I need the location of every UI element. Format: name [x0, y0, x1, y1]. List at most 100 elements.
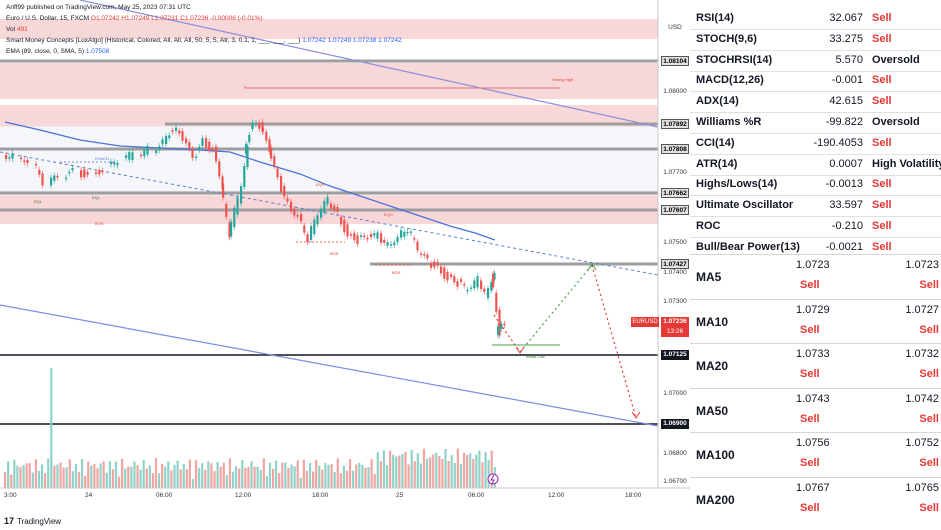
volume-info-line[interactable]: Vol 491 [6, 25, 28, 34]
volume-bar [478, 450, 481, 488]
volume-bar [330, 464, 333, 488]
volume-bar [244, 467, 247, 488]
oscillator-name: ATR(14) [696, 157, 738, 170]
volume-bar [142, 459, 145, 488]
moving-average-row: MA100 1.0756 Sell 1.0752 Sell [690, 432, 941, 478]
volume-bar [44, 473, 47, 488]
volume-bar [53, 465, 56, 488]
candle-body [296, 215, 299, 217]
oscillator-row: STOCH(9,6) 33.275 Sell [690, 29, 941, 51]
candle-body [386, 242, 389, 246]
lightning-icon[interactable] [487, 473, 499, 485]
ma-name: MA200 [696, 492, 735, 507]
candle-body [300, 214, 303, 222]
candle-body [262, 127, 265, 132]
volume-bar [253, 466, 256, 488]
volume-bar [425, 458, 429, 488]
ma-value-2: 1.0742 [905, 392, 939, 405]
candle-body [50, 177, 53, 186]
volume-bar [210, 463, 213, 488]
price-tick: 1.07400 [663, 269, 687, 276]
volume-bar [68, 459, 71, 488]
candle-body [280, 176, 283, 192]
smc-info-line[interactable]: Smart Money Concepts [LuxAlgo] (Historic… [6, 36, 402, 45]
candle-body [222, 183, 225, 198]
lightning-glyph [490, 474, 495, 485]
eqh-label: EQH [384, 212, 393, 217]
candle-body [5, 155, 8, 159]
volume-bar [105, 472, 108, 488]
candle-body [497, 326, 500, 336]
time-tick: 18:00 [625, 492, 642, 499]
candle-body [205, 138, 208, 149]
volume-bar [28, 463, 31, 488]
candle-body [326, 196, 329, 205]
candle-body [480, 280, 483, 289]
candle-body [175, 127, 178, 131]
candle-body [181, 130, 184, 141]
ma-value-1: 1.0756 [796, 437, 830, 449]
ma-signal-1: Sell [800, 323, 820, 336]
ma-name: MA5 [696, 270, 722, 284]
candle-body [373, 233, 376, 236]
candle-body [71, 168, 74, 171]
chart-canvas[interactable]: Strong High EQH EQH BOS BOS BOS CHoCH EQ… [0, 0, 690, 530]
tradingview-logo[interactable]: 17 TradingView [4, 516, 61, 526]
candle-body [483, 288, 486, 292]
volume-bar [194, 460, 198, 488]
candle-body [155, 150, 158, 154]
candle-body [423, 254, 426, 256]
candle-body [215, 146, 218, 162]
volume-bar [207, 461, 210, 488]
volume-bar [222, 462, 225, 488]
volume-bar [114, 461, 118, 488]
volume-bar [173, 464, 176, 488]
candle-body [101, 170, 104, 173]
volume-bar [216, 461, 219, 488]
candle-body [11, 153, 14, 159]
volume-bar [204, 469, 207, 488]
candle-body [198, 146, 201, 151]
volume-bar [56, 464, 59, 488]
ma-signal-1: Sell [800, 457, 820, 469]
volume-bar [31, 472, 34, 488]
candle-body [23, 160, 26, 163]
current-symbol-badge: EURUSD [631, 317, 659, 327]
ema-info-line[interactable]: EMA (89, close, 0, SMA, 5) 1.07508 [6, 47, 109, 56]
candle-body [366, 237, 369, 240]
oscillator-value: -0.001 [831, 74, 863, 87]
oscillator-row: Williams %R -99.822 Oversold [690, 112, 941, 134]
price-tick: 1.07300 [663, 298, 687, 305]
current-price-box: 1.07236 [661, 317, 689, 327]
oscillator-value: -0.210 [831, 220, 863, 232]
volume-label: Vol [6, 26, 16, 33]
candle-body [185, 138, 188, 144]
oscillator-row: STOCHRSI(14) 5.570 Oversold [690, 50, 941, 72]
volume-bar [281, 462, 284, 488]
candle-body [396, 236, 399, 243]
volume-bar [47, 458, 50, 488]
volume-bar [74, 463, 78, 488]
candle-body [188, 142, 191, 149]
volume-bar [34, 459, 37, 488]
symbol-info-line[interactable]: Euro / U.S. Dollar, 15, FXCM O1.07242 H1… [6, 14, 263, 23]
ma-value-1: 1.0723 [796, 259, 830, 271]
volume-bar [484, 451, 487, 488]
volume-bar [278, 473, 281, 488]
volume-bar [228, 458, 232, 488]
candle-body [68, 171, 71, 174]
eql-label: EQL [92, 195, 101, 200]
candle-body [113, 162, 116, 165]
volume-bar [284, 462, 287, 488]
tradingview-logo-text: TradingView [17, 516, 62, 526]
strong-high-label: Strong High [552, 77, 573, 82]
projection-green [519, 264, 593, 353]
volume-bar [392, 454, 395, 488]
candle-body [330, 203, 333, 209]
candle-body [436, 262, 439, 266]
candle-body [56, 175, 59, 178]
candle-body [316, 215, 319, 225]
volume-bar [429, 457, 432, 488]
volume-bar [22, 465, 25, 488]
price-chart[interactable]: Strong High EQH EQH BOS BOS BOS CHoCH EQ… [0, 0, 690, 530]
